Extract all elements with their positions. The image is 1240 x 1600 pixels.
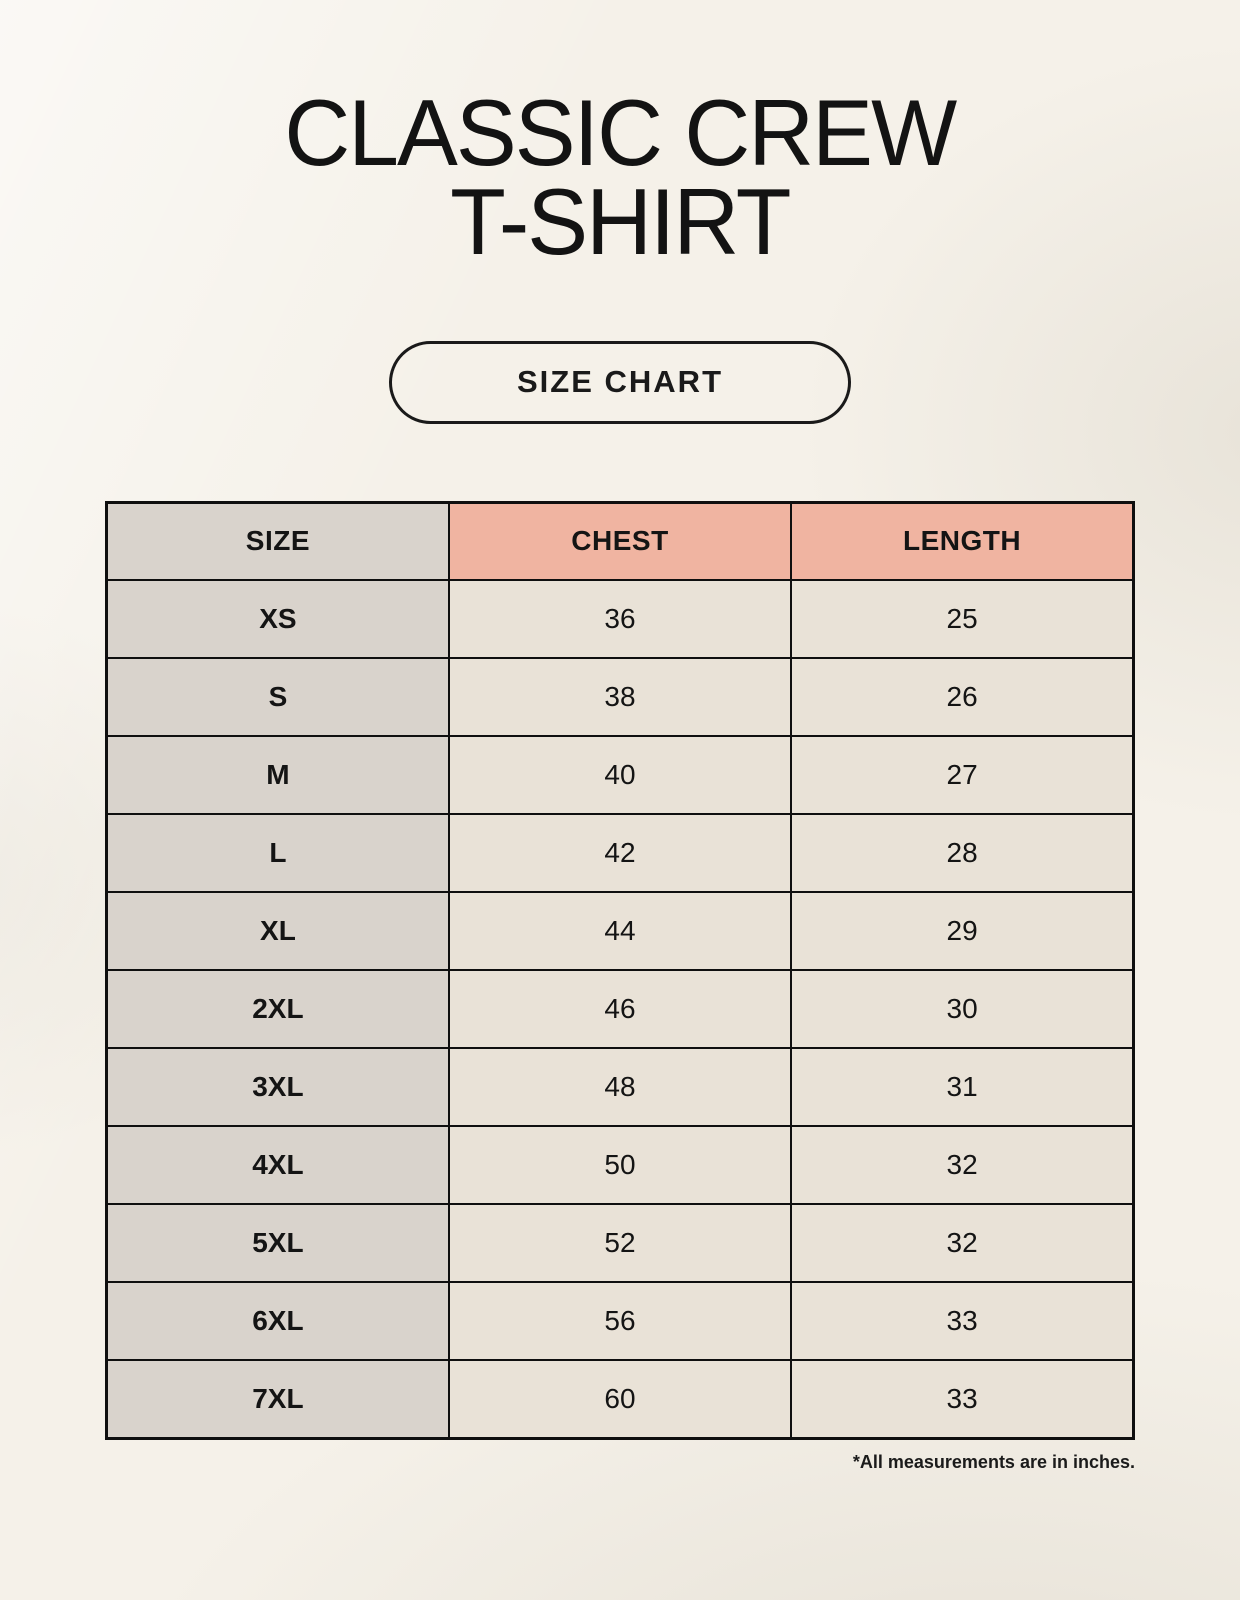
chest-cell: 36 bbox=[447, 579, 793, 660]
table-row: XS 36 25 bbox=[105, 579, 1135, 660]
table-row: L 42 28 bbox=[105, 813, 1135, 894]
column-header-length: LENGTH bbox=[790, 501, 1135, 582]
size-cell: 2XL bbox=[105, 969, 450, 1050]
size-cell: 6XL bbox=[105, 1281, 450, 1362]
table-row: S 38 26 bbox=[105, 657, 1135, 738]
size-cell: XS bbox=[105, 579, 450, 660]
chest-cell: 50 bbox=[447, 1125, 793, 1206]
size-cell: 3XL bbox=[105, 1047, 450, 1128]
table-row: 5XL 52 32 bbox=[105, 1203, 1135, 1284]
title-line-1: CLASSIC CREW bbox=[284, 80, 958, 185]
table-row: XL 44 29 bbox=[105, 891, 1135, 972]
table-header-row: SIZE CHEST LENGTH bbox=[105, 501, 1135, 582]
length-cell: 31 bbox=[790, 1047, 1135, 1128]
length-cell: 27 bbox=[790, 735, 1135, 816]
size-cell: M bbox=[105, 735, 450, 816]
size-table: SIZE CHEST LENGTH XS 36 25 S 38 26 M 40 … bbox=[105, 500, 1135, 1440]
chest-cell: 46 bbox=[447, 969, 793, 1050]
title-line-2: T-SHIRT bbox=[450, 169, 791, 275]
length-cell: 26 bbox=[790, 657, 1135, 738]
chest-cell: 40 bbox=[447, 735, 793, 816]
column-header-size: SIZE bbox=[105, 501, 450, 582]
table-row: 2XL 46 30 bbox=[105, 969, 1135, 1050]
size-chart-button-label: SIZE CHART bbox=[517, 364, 723, 400]
size-cell: L bbox=[105, 813, 450, 894]
chest-cell: 42 bbox=[447, 813, 793, 894]
chest-cell: 60 bbox=[447, 1359, 793, 1440]
table-row: 7XL 60 33 bbox=[105, 1359, 1135, 1440]
table-row: 4XL 50 32 bbox=[105, 1125, 1135, 1206]
table-row: 3XL 48 31 bbox=[105, 1047, 1135, 1128]
size-cell: 7XL bbox=[105, 1359, 450, 1440]
length-cell: 33 bbox=[790, 1359, 1135, 1440]
chest-cell: 48 bbox=[447, 1047, 793, 1128]
length-cell: 28 bbox=[790, 813, 1135, 894]
size-cell: S bbox=[105, 657, 450, 738]
measurements-footnote: *All measurements are in inches. bbox=[852, 1451, 1135, 1472]
size-chart-button[interactable]: SIZE CHART bbox=[389, 340, 851, 424]
page-title: CLASSIC CREW T-SHIRT bbox=[274, 80, 966, 275]
size-cell: 5XL bbox=[105, 1203, 450, 1284]
chest-cell: 52 bbox=[447, 1203, 793, 1284]
length-cell: 29 bbox=[790, 891, 1135, 972]
column-header-chest: CHEST bbox=[447, 501, 793, 582]
chest-cell: 44 bbox=[447, 891, 793, 972]
length-cell: 32 bbox=[790, 1203, 1135, 1284]
length-cell: 33 bbox=[790, 1281, 1135, 1362]
size-cell: XL bbox=[105, 891, 450, 972]
length-cell: 32 bbox=[790, 1125, 1135, 1206]
table-row: M 40 27 bbox=[105, 735, 1135, 816]
chest-cell: 56 bbox=[447, 1281, 793, 1362]
chest-cell: 38 bbox=[447, 657, 793, 738]
length-cell: 30 bbox=[790, 969, 1135, 1050]
length-cell: 25 bbox=[790, 579, 1135, 660]
size-cell: 4XL bbox=[105, 1125, 450, 1206]
table-row: 6XL 56 33 bbox=[105, 1281, 1135, 1362]
